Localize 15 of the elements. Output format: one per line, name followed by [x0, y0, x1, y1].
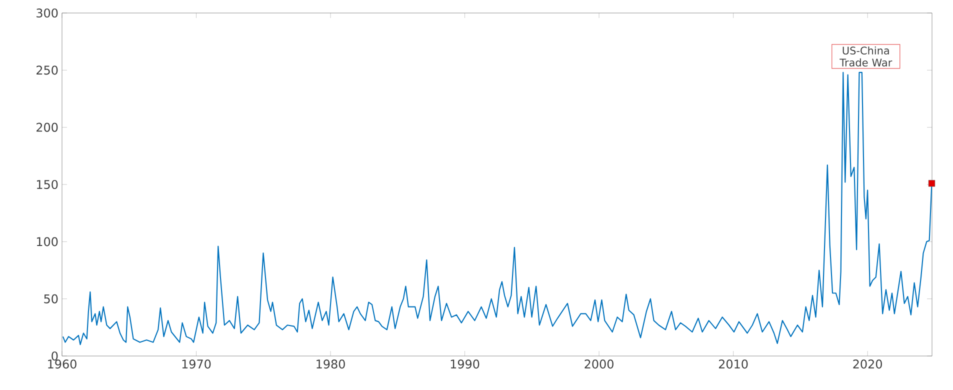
x-tick-label: 1960	[48, 360, 76, 369]
y-tick-label: 0	[52, 351, 58, 361]
y-tick-label: 50	[44, 294, 58, 304]
x-tick-label: 2010	[718, 360, 748, 369]
y-tick-label: 250	[36, 66, 58, 75]
x-tick-label: 1990	[450, 360, 480, 369]
annotation: US-China Trade War	[840, 46, 892, 66]
x-tick-label: 2000	[584, 360, 614, 369]
x-tick-label: 2020	[853, 360, 882, 369]
y-tick-label: 200	[36, 122, 58, 132]
y-tick-label: 300	[36, 8, 58, 18]
y-tick-label: 150	[36, 180, 58, 190]
y-tick-label: 100	[36, 237, 58, 246]
x-tick-label: 1970	[182, 360, 211, 369]
x-tick-label: 1980	[316, 360, 345, 369]
